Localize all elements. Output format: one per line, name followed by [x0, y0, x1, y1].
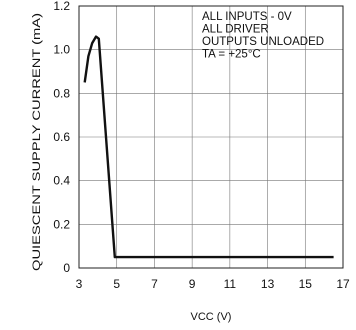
series-line: [83, 35, 334, 259]
x-tick-labels: 3 5 7 9 11 13 15 17: [76, 277, 350, 291]
y-tick-label: 1.0: [53, 43, 70, 57]
y-tick-label: 0.2: [53, 217, 70, 231]
x-tick-label: 11: [224, 277, 237, 291]
y-tick-label: 0.6: [53, 130, 70, 144]
x-tick-label: 7: [151, 277, 158, 291]
y-tick-labels: 0 0.2 0.4 0.6 0.8 1.0 1.2: [53, 0, 70, 275]
x-tick-label: 3: [76, 277, 83, 291]
y-tick-label: 0.4: [53, 174, 70, 188]
x-tick-label: 17: [336, 277, 350, 291]
note-line: ALL DRIVER: [202, 24, 269, 36]
y-axis-title: QUIESCENT SUPPLY CURRENT (mA): [31, 13, 43, 271]
x-axis-title: VCC (V): [191, 311, 232, 323]
note-line: OUTPUTS UNLOADED: [202, 36, 324, 48]
x-tick-label: 15: [299, 277, 313, 291]
x-tick-label: 9: [189, 277, 196, 291]
y-tick-label: 0: [63, 261, 70, 275]
note-line: ALL INPUTS - 0V: [202, 11, 292, 23]
note-line: TA = +25°C: [202, 49, 261, 61]
grid-lines: [79, 6, 343, 268]
y-tick-label: 1.2: [53, 0, 70, 13]
x-tick-label: 5: [113, 277, 120, 291]
x-tick-label: 13: [261, 277, 275, 291]
plot-frame: [78, 5, 344, 269]
y-tick-label: 0.8: [53, 86, 70, 100]
